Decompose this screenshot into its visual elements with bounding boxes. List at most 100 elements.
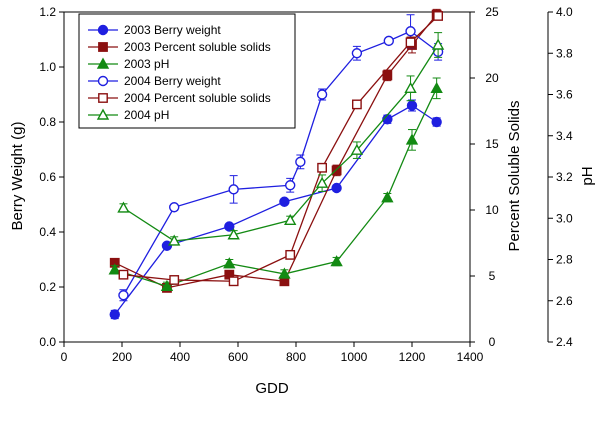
legend-box [78,13,296,129]
x-tick-label: 800 [286,350,306,364]
y-right2-tick-label: 2.4 [556,335,573,349]
data-point [227,228,240,240]
data-point [317,162,327,173]
legend-label: 2003 Percent soluble solids [124,40,271,54]
series-line [114,14,438,289]
data-point [278,267,291,279]
series-line [123,15,439,282]
data-point [383,35,394,47]
data-point [223,257,236,269]
y-right1-tick-label: 25 [485,5,499,19]
legend-label: 2004 pH [124,108,169,122]
data-point [284,213,297,226]
data-point [405,37,416,48]
data-point [228,276,239,287]
legend-label: 2003 pH [124,57,169,71]
data-point [382,70,393,81]
data-point [279,196,290,207]
x-tick-label: 400 [170,350,190,364]
data-point [168,234,181,246]
y-right1-tick-label: 0 [489,335,496,349]
y-right2-tick-label: 3.4 [556,129,573,143]
data-point [405,26,416,37]
data-point [331,165,342,176]
data-point [405,133,419,145]
legend-item: 2004 Percent soluble solids [88,91,271,105]
data-point [160,279,174,292]
data-point [285,249,296,260]
data-point [168,202,180,213]
y-right1-tick-label: 15 [485,137,499,151]
data-point [117,201,130,213]
axes: 0 200 400 600 800 1000 1200 14000.00.20.40.60.8… [39,5,573,364]
data-point [224,221,235,232]
x-axis-title: GDD [255,380,289,397]
x-tick-label: 200 [112,350,132,364]
y-right2-tick-label: 3.6 [556,88,573,102]
y-right2-tick-label: 4.0 [556,5,573,19]
y-left-tick-label: 0.8 [39,115,56,129]
x-tick-label: 600 [228,350,248,364]
data-point [118,290,129,301]
series-6 [117,32,445,246]
data-point [331,182,342,194]
x-tick-label: 1400 [457,350,484,364]
data-point [350,143,364,155]
legend-label: 2003 Berry weight [124,23,221,37]
y-right2-tick-label: 3.0 [556,211,573,225]
data-point [352,99,362,110]
data-point [316,89,328,100]
data-point [109,309,120,320]
legend-marker [98,93,108,103]
y-left-tick-label: 1.2 [39,5,56,19]
legend-label: 2004 Percent soluble solids [124,91,271,105]
y-right2-axis-title: pH [579,166,596,185]
y-left-axis-title: Berry Weight (g) [9,122,26,231]
data-point [433,11,443,21]
series-line [122,30,439,296]
legend-marker [96,108,110,120]
data-point [381,191,394,203]
data-point [404,81,417,94]
y-left-tick-label: 0.0 [39,335,56,349]
legend-marker [96,57,110,69]
x-tick-label: 1200 [399,350,426,364]
data-point [431,38,445,50]
series-4 [118,14,444,302]
legend-item: 2004 Berry weight [88,74,221,88]
legend-item: 2004 pH [88,108,169,122]
y-left-tick-label: 0.2 [39,280,56,294]
legend: 2003 Berry weight 2003 Percent soluble so… [78,13,296,129]
data-point [330,255,343,267]
data-point [406,100,418,111]
x-tick-label: 1000 [341,350,368,364]
data-point [228,184,239,195]
legend-item: 2003 pH [88,57,169,71]
y-right1-tick-label: 5 [489,269,496,283]
series-1 [109,99,442,320]
y-right1-tick-label: 20 [485,71,499,85]
legend-item: 2003 Percent soluble solids [88,40,271,54]
data-point [169,275,180,285]
data-point [315,176,329,188]
y-right2-tick-label: 2.6 [556,294,573,308]
data-point [351,48,363,59]
y-left-tick-label: 0.6 [39,170,56,184]
y-left-tick-label: 0.4 [39,225,56,239]
y-right1-axis-title: Percent Soluble Solids [506,101,523,252]
y-right2-tick-label: 3.2 [556,170,573,184]
x-tick-label: 0 [61,350,68,364]
data-point [118,269,129,280]
series-layer [108,8,445,320]
legend-marker [97,24,109,36]
legend-marker [97,75,109,87]
series-line [123,44,439,242]
legend-item: 2003 Berry weight [88,23,221,37]
data-point [108,263,121,275]
y-right1-tick-label: 10 [485,203,499,217]
legend-marker [98,42,108,52]
data-point [430,81,443,94]
data-point [295,156,306,168]
